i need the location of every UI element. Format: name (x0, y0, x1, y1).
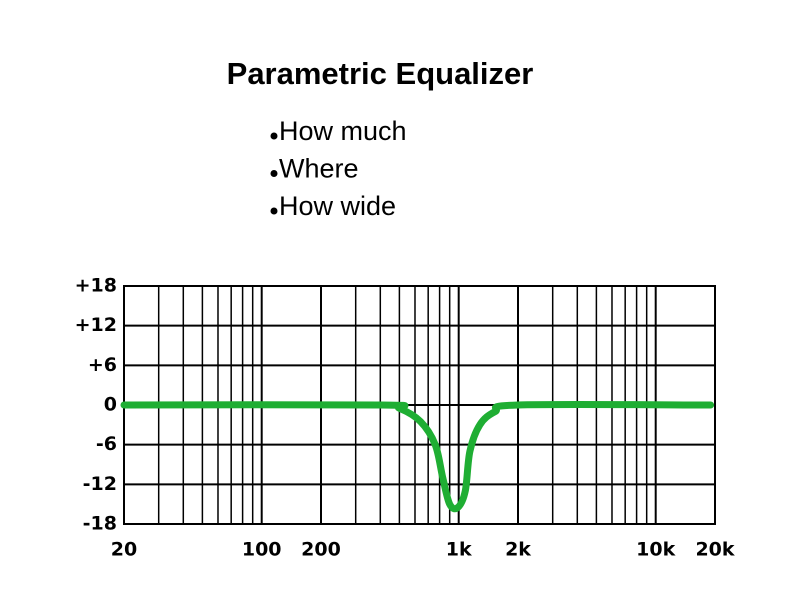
bullet-text: How wide (279, 191, 396, 221)
y-tick-label: +12 (75, 314, 117, 336)
eq-curve (120, 401, 715, 513)
x-tick-label: 1k (446, 539, 472, 561)
x-tick-label: 2k (505, 539, 531, 561)
x-tick-label: 20k (695, 539, 734, 561)
y-tick-label: -6 (96, 433, 117, 455)
y-tick-label: +6 (88, 354, 117, 376)
bullet-text: Where (279, 154, 359, 184)
bullet-dot (270, 132, 278, 140)
x-tick-label: 100 (242, 539, 282, 561)
bullet-text: How much (279, 116, 407, 146)
y-tick-label: 0 (104, 394, 117, 416)
y-tick-label: +18 (75, 275, 117, 297)
y-tick-label: -12 (83, 473, 117, 495)
slide-title: Parametric Equalizer (227, 56, 534, 91)
x-tick-label: 200 (301, 539, 341, 561)
x-tick-label: 20 (111, 539, 137, 561)
bullet-dot (270, 170, 278, 177)
bullet-dot (270, 207, 278, 215)
x-tick-label: 10k (636, 539, 675, 561)
y-tick-label: -18 (83, 513, 117, 535)
